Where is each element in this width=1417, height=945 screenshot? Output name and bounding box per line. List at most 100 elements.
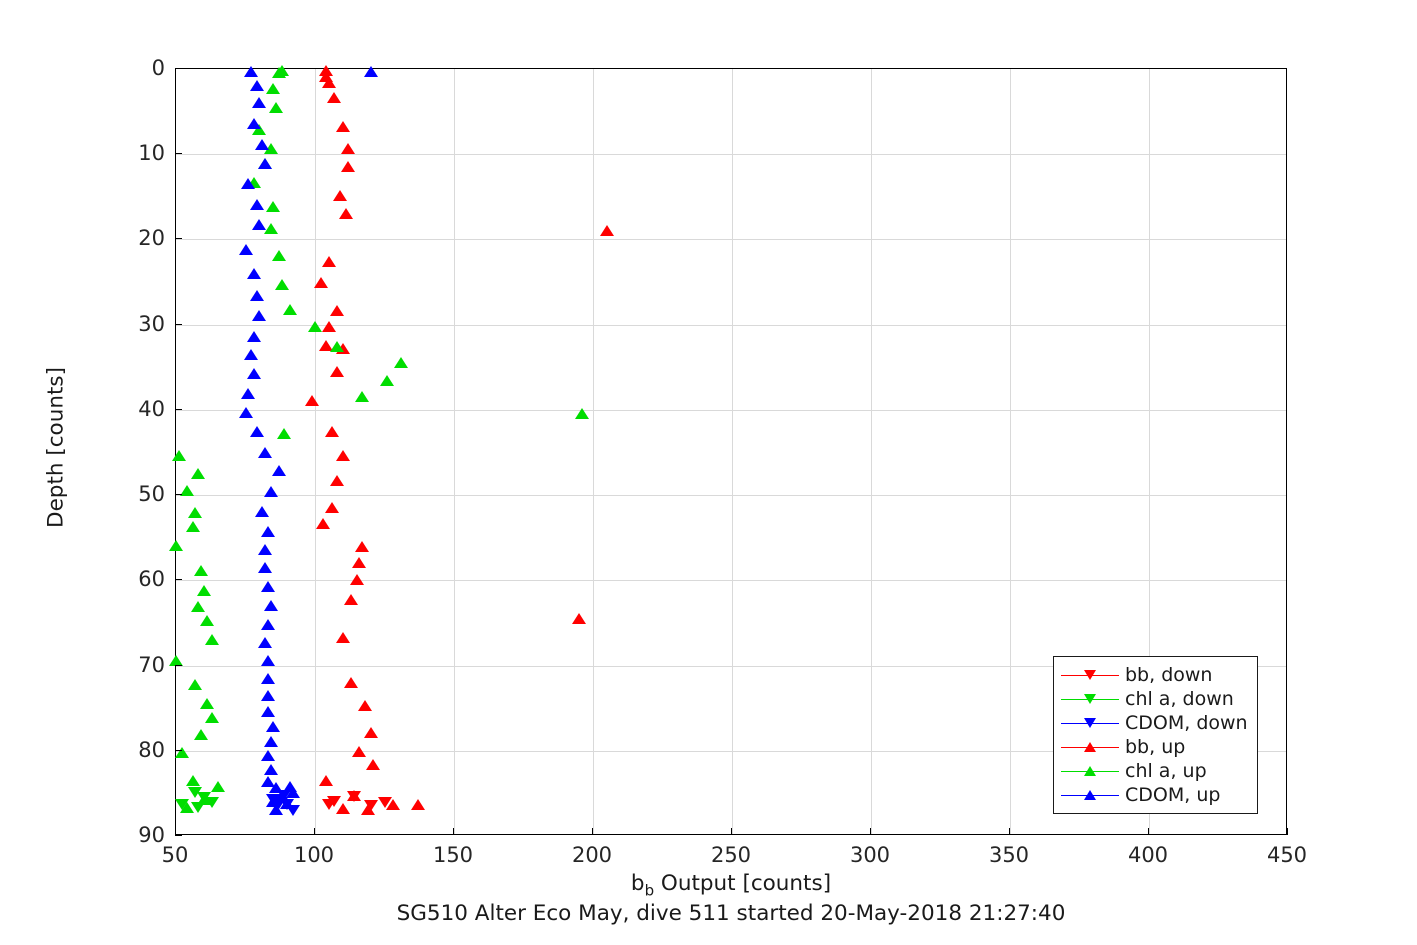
data-point-marker	[185, 520, 200, 532]
data-point-marker	[257, 562, 272, 574]
legend-marker-triangle-down-icon	[1084, 670, 1096, 680]
x-axis-tick	[314, 828, 315, 835]
data-point-marker	[352, 746, 367, 758]
data-point-marker	[410, 799, 425, 811]
data-point-marker	[180, 484, 195, 496]
legend-marker-triangle-up-icon	[1084, 766, 1096, 776]
y-tick-label: 0	[151, 56, 165, 80]
data-point-marker	[321, 255, 336, 267]
data-point-marker	[271, 67, 286, 79]
data-point-marker	[191, 600, 206, 612]
data-point-marker	[260, 776, 275, 788]
data-point-marker	[238, 407, 253, 419]
data-point-marker	[327, 91, 342, 103]
gridline-horizontal	[176, 665, 1286, 667]
legend-box[interactable]: bb, down chl a, down CDOM, down bb, up chl a…	[1053, 656, 1258, 814]
legend-swatch	[1061, 713, 1119, 733]
data-point-marker	[260, 673, 275, 685]
data-point-marker	[171, 449, 186, 461]
gridline-vertical	[315, 69, 316, 834]
data-point-marker	[305, 395, 320, 407]
x-tick-label: 300	[849, 843, 891, 867]
legend-label: chl a, down	[1125, 687, 1234, 710]
legend-item-2[interactable]: CDOM, down	[1054, 711, 1257, 735]
data-point-marker	[263, 763, 278, 775]
legend-item-1[interactable]: chl a, down	[1054, 687, 1257, 711]
gridline-horizontal	[176, 324, 1286, 326]
y-axis-tick	[175, 664, 182, 666]
data-point-marker	[252, 218, 267, 230]
data-point-marker	[246, 331, 261, 343]
data-point-marker	[252, 124, 267, 136]
x-tick-label: 400	[1127, 843, 1169, 867]
data-point-marker	[263, 485, 278, 497]
data-point-marker	[257, 637, 272, 649]
x-tick-label: 150	[432, 843, 474, 867]
data-point-marker	[269, 803, 284, 815]
x-tick-label: 350	[988, 843, 1030, 867]
gridline-vertical	[454, 69, 455, 834]
data-point-marker	[260, 690, 275, 702]
gridline-vertical	[871, 69, 872, 834]
data-point-marker	[241, 387, 256, 399]
data-point-marker	[282, 304, 297, 316]
data-point-marker	[257, 447, 272, 459]
data-point-marker	[188, 679, 203, 691]
data-point-marker	[285, 804, 300, 816]
x-axis-tick	[1009, 828, 1010, 835]
x-tick-label: 450	[1266, 843, 1308, 867]
legend-item-5[interactable]: CDOM, up	[1054, 783, 1257, 807]
legend-label: CDOM, up	[1125, 783, 1221, 806]
data-point-marker	[246, 368, 261, 380]
data-point-marker	[199, 697, 214, 709]
legend-item-4[interactable]: chl a, up	[1054, 759, 1257, 783]
data-point-marker	[246, 118, 261, 130]
data-point-marker	[282, 780, 297, 792]
data-point-marker	[196, 794, 211, 806]
data-point-marker	[319, 775, 334, 787]
data-point-marker	[180, 801, 195, 813]
data-point-marker	[324, 501, 339, 513]
legend-label: CDOM, down	[1125, 711, 1248, 734]
x-axis-tick	[175, 828, 176, 835]
legend-item-3[interactable]: bb, up	[1054, 735, 1257, 759]
data-point-marker	[199, 615, 214, 627]
y-axis-tick	[175, 408, 182, 410]
legend-marker-triangle-up-icon	[1084, 790, 1096, 800]
data-point-marker	[205, 712, 220, 724]
data-point-marker	[257, 543, 272, 555]
data-point-marker	[274, 789, 289, 801]
legend-swatch	[1061, 737, 1119, 757]
data-point-marker	[319, 64, 334, 76]
data-point-marker	[266, 82, 281, 94]
legend-marker-triangle-up-icon	[1084, 742, 1096, 752]
data-point-marker	[188, 786, 203, 798]
data-point-marker	[238, 243, 253, 255]
data-point-marker	[324, 426, 339, 438]
gridline-horizontal	[176, 495, 1286, 497]
y-axis-tick	[175, 323, 182, 325]
legend-label: bb, up	[1125, 735, 1186, 758]
data-point-marker	[271, 465, 286, 477]
data-point-marker	[249, 199, 264, 211]
data-point-marker	[263, 223, 278, 235]
data-point-marker	[285, 787, 300, 799]
x-axis-tick	[870, 828, 871, 835]
gridline-horizontal	[176, 580, 1286, 582]
y-tick-label: 20	[138, 226, 165, 251]
y-axis-tick	[175, 579, 182, 581]
legend-label: bb, down	[1125, 663, 1213, 686]
legend-marker-triangle-down-icon	[1084, 718, 1096, 728]
legend-item-0[interactable]: bb, down	[1054, 663, 1257, 687]
plot-axes	[169, 64, 1287, 835]
data-point-marker	[263, 736, 278, 748]
data-point-marker	[169, 655, 183, 667]
x-axis-tick	[453, 828, 454, 835]
data-point-marker	[338, 207, 353, 219]
y-axis-tick	[175, 153, 182, 155]
data-point-marker	[308, 321, 322, 333]
y-tick-label: 70	[138, 652, 165, 677]
data-point-marker	[280, 797, 295, 809]
data-point-marker	[377, 796, 392, 808]
